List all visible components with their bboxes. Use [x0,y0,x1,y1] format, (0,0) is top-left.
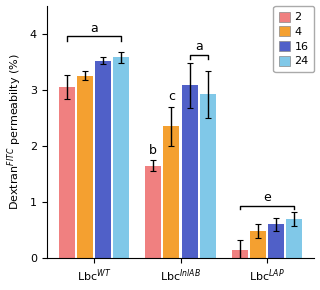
Bar [113,57,129,258]
Text: b: b [149,144,157,157]
Text: c: c [168,90,175,103]
Bar [164,126,179,258]
Y-axis label: Dextran$^{FITC}$ permeabilty (%): Dextran$^{FITC}$ permeabilty (%) [5,53,24,210]
Bar [200,94,216,258]
Text: a: a [195,40,203,53]
Text: e: e [263,191,271,204]
Bar [286,219,302,258]
Bar [268,224,284,258]
Bar [59,87,75,258]
Bar [145,166,161,258]
Bar [95,61,111,258]
Bar [182,85,197,258]
Text: a: a [90,22,98,35]
Bar [250,231,266,258]
Bar [77,76,93,258]
Legend: 2, 4, 16, 24: 2, 4, 16, 24 [273,6,314,72]
Bar [232,250,248,258]
